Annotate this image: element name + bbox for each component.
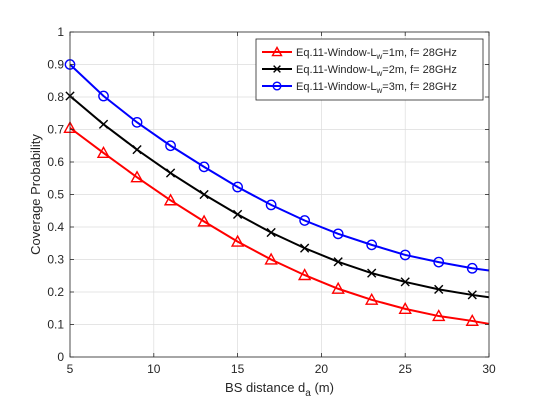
y-tick-label: 0.8 — [47, 90, 64, 104]
circle-marker — [299, 215, 311, 226]
x-marker — [400, 277, 410, 287]
circle-marker — [332, 228, 344, 240]
y-tick-label: 0 — [57, 350, 64, 364]
series-2 — [65, 91, 490, 300]
triangle-marker — [465, 313, 479, 327]
x-axis-label: BS distance da (m) — [225, 380, 334, 399]
triangle-marker — [197, 214, 211, 227]
x-tick-label: 10 — [147, 362, 161, 376]
circle-marker — [366, 239, 378, 251]
x-marker — [132, 145, 142, 155]
x-axis-label-subscript: a — [305, 388, 311, 399]
legend-label: Eq.11-Window-Lw=1m, f= 28GHz — [296, 47, 457, 61]
legend-entry: Eq.11-Window-Lw=2m, f= 28GHz — [262, 64, 457, 78]
y-tick-label: 1 — [57, 25, 64, 39]
x-tick-label: 5 — [67, 362, 74, 376]
y-tick-label: 0.9 — [47, 58, 64, 72]
y-tick-label: 0.4 — [47, 220, 64, 234]
axis-ticks: 5 10 15 20 25 30 0 0.1 0.2 0.3 0.4 0.5 0.6 0.7 0.8 0.9 1 — [47, 25, 496, 376]
y-axis-label: Coverage Probability — [28, 134, 43, 255]
legend-entry: Eq.11-Window-Lw=3m, f= 28GHz — [262, 81, 457, 95]
circle-marker — [98, 90, 109, 102]
x-tick-label: 15 — [231, 362, 245, 376]
x-marker — [434, 284, 444, 295]
circle-marker — [265, 199, 277, 211]
circle-marker — [433, 256, 445, 268]
x-tick-label: 25 — [399, 362, 413, 376]
circle-marker — [272, 81, 282, 91]
x-axis-label-main: BS distance d — [225, 380, 305, 395]
triangle-marker — [163, 193, 178, 206]
x-marker — [232, 209, 243, 219]
y-tick-label: 0.2 — [47, 285, 64, 299]
x-tick-label: 20 — [315, 362, 329, 376]
x-marker — [98, 119, 109, 129]
triangle-marker — [432, 309, 446, 322]
circle-marker — [232, 181, 243, 193]
circle-marker — [165, 140, 176, 152]
triangle-marker — [230, 234, 245, 247]
x-tick-label: 30 — [482, 362, 496, 376]
triangle-marker — [271, 46, 283, 57]
x-marker — [273, 65, 281, 73]
circle-marker — [198, 161, 210, 173]
x-marker — [333, 257, 343, 267]
y-tick-label: 0.6 — [47, 155, 64, 169]
legend-label: Eq.11-Window-Lw=3m, f= 28GHz — [296, 81, 457, 95]
circle-marker — [399, 249, 411, 261]
triangle-marker — [364, 292, 379, 305]
triangle-marker — [96, 145, 111, 159]
series-layer — [63, 59, 490, 327]
legend: Eq.11-Window-Lw=1m, f= 28GHz Eq.11-Window… — [255, 38, 484, 101]
triangle-marker — [331, 281, 345, 294]
triangle-marker — [264, 252, 278, 265]
x-marker — [165, 168, 176, 178]
triangle-marker — [398, 301, 412, 314]
x-axis-label-unit: (m) — [311, 380, 334, 395]
triangle-marker — [130, 170, 144, 183]
x-marker — [199, 189, 209, 200]
legend-entry: Eq.11-Window-Lw=1m, f= 28GHz — [262, 46, 457, 61]
y-tick-label: 0.7 — [47, 123, 64, 137]
series-line — [69, 63, 490, 272]
y-tick-label: 0.5 — [47, 188, 64, 202]
circle-marker — [131, 116, 143, 128]
legend-label: Eq.11-Window-Lw=2m, f= 28GHz — [296, 64, 457, 78]
x-marker — [367, 268, 377, 278]
series-line — [69, 95, 490, 299]
y-tick-label: 0.1 — [47, 318, 64, 332]
x-marker — [266, 227, 276, 238]
triangle-marker — [297, 268, 312, 281]
circle-marker — [466, 262, 478, 274]
legend-box — [255, 38, 484, 101]
series-3 — [64, 59, 490, 274]
y-tick-label: 0.3 — [47, 253, 64, 267]
x-marker — [300, 243, 310, 253]
x-marker — [467, 290, 477, 300]
